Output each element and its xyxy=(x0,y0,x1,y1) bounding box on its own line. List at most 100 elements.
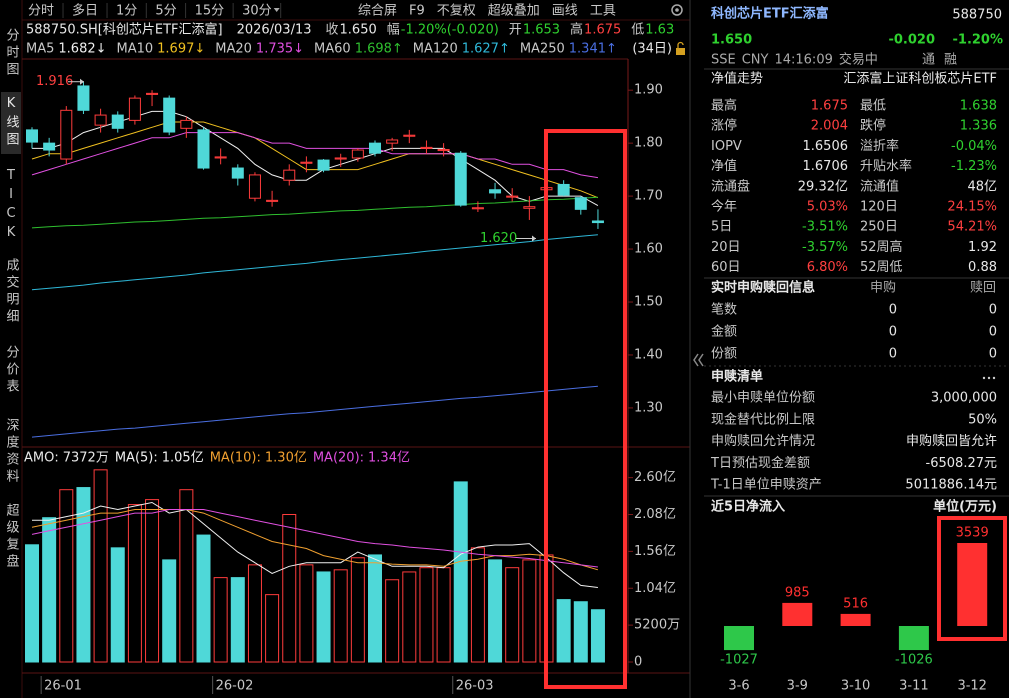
meta-info: 交易中 xyxy=(839,52,878,68)
y-tick-label: 2.08亿 xyxy=(634,507,676,522)
candle-body xyxy=(420,146,433,149)
volume-bar xyxy=(556,599,571,663)
sidebar-active xyxy=(1,92,21,154)
volume-bar xyxy=(316,571,331,663)
more-dot[interactable] xyxy=(982,376,986,380)
quote-label: 涨停 xyxy=(711,118,737,134)
collapse-icon[interactable] xyxy=(693,353,699,367)
row-value: 0 xyxy=(989,325,997,340)
row-value: 0 xyxy=(889,325,897,340)
quote-label: 5日 xyxy=(711,220,732,235)
quote-label: 流通值 xyxy=(860,178,899,194)
candle-body xyxy=(283,169,296,181)
volume-bar xyxy=(436,567,451,663)
quote-label: 净值 xyxy=(711,158,737,174)
candle-body xyxy=(231,167,244,179)
settings-icon[interactable] xyxy=(671,4,683,16)
data-label: -1026 xyxy=(895,653,933,668)
row-label: T日预估现金差额 xyxy=(710,455,810,471)
candle-body xyxy=(146,92,159,95)
field-value: 1.63 xyxy=(645,23,674,38)
volume-bar xyxy=(127,504,142,663)
candle-body xyxy=(26,129,38,143)
badge: 通 xyxy=(922,53,935,68)
field-label: 幅 xyxy=(387,23,400,38)
y-tick-label: 0 xyxy=(634,655,642,670)
y-tick-label: 5200万 xyxy=(634,618,680,633)
toolbar-tab[interactable]: 30分 xyxy=(242,4,272,19)
candle-body xyxy=(180,119,193,129)
sidebar-tab[interactable]: 分价表 xyxy=(4,345,20,396)
x-tick-label: 26-01 xyxy=(44,679,82,694)
field-label: 低 xyxy=(631,23,644,38)
lock-body xyxy=(676,48,685,55)
row-value: 5011886.14元 xyxy=(905,478,997,493)
volume-bar xyxy=(419,567,434,663)
sidebar-tab[interactable]: TICK xyxy=(4,168,19,244)
data-label: 3539 xyxy=(956,526,989,541)
sidebar-tab[interactable]: 成交明细 xyxy=(4,258,20,326)
ma-line xyxy=(31,385,598,438)
toolbar-tool[interactable]: 画线 xyxy=(552,4,578,19)
volume-bar xyxy=(110,547,125,663)
ma-line xyxy=(31,234,598,291)
volume-bar xyxy=(162,559,177,663)
volume-bar xyxy=(59,489,74,663)
legend-separator: : xyxy=(54,451,58,466)
y-tick-label: 1.30 xyxy=(634,400,663,415)
quote-value: 0.88 xyxy=(968,260,997,275)
volume-bar xyxy=(196,534,211,663)
candle-body xyxy=(214,156,227,159)
quote-label: 最低 xyxy=(860,99,886,114)
quote-label: 升贴水率 xyxy=(860,158,912,174)
toolbar-tab[interactable]: 分时 xyxy=(28,4,54,19)
ma-line xyxy=(31,196,598,229)
quote-label: IOPV xyxy=(711,139,742,154)
meta-info: CNY xyxy=(742,53,769,68)
quote-label: 今年 xyxy=(711,199,737,215)
toolbar-tool[interactable]: 工具 xyxy=(590,4,616,19)
arrow-head xyxy=(532,235,536,242)
toolbar-tab[interactable]: 多日 xyxy=(72,3,98,19)
legend-name: MA60 xyxy=(314,42,351,57)
quote-value: 2.004 xyxy=(811,119,848,134)
nav-label[interactable]: 净值走势 xyxy=(711,71,763,87)
y-tick-label: 2.60亿 xyxy=(634,470,676,485)
toolbar-tool[interactable]: 不复权 xyxy=(437,3,476,19)
unit-label: 单位(万元) xyxy=(933,499,997,515)
toolbar-tool[interactable]: F9 xyxy=(409,4,425,19)
volume-bar xyxy=(93,469,108,663)
row-label: 笔数 xyxy=(711,302,737,318)
candle-body xyxy=(43,142,56,151)
more-dot[interactable] xyxy=(992,376,996,380)
sidebar-tab[interactable]: K线图 xyxy=(4,96,20,149)
sidebar-tab[interactable]: 分时图 xyxy=(4,28,20,79)
ma-line xyxy=(31,121,599,199)
candle-body xyxy=(128,97,141,121)
gear[interactable] xyxy=(671,4,683,16)
flow-bar xyxy=(724,626,754,651)
collapse-icon[interactable] xyxy=(698,353,704,367)
toolbar-tool[interactable]: 超级叠加 xyxy=(488,4,540,19)
volume-bar xyxy=(299,564,314,663)
volume-bar xyxy=(247,564,262,663)
gear-hub xyxy=(675,8,679,12)
volume-bar xyxy=(213,577,228,663)
legend-value: 1.735↓ xyxy=(256,42,304,57)
toolbar-tool[interactable]: 综合屏 xyxy=(358,4,397,19)
lock-icon[interactable] xyxy=(676,41,685,56)
toolbar-tab[interactable]: 1分 xyxy=(116,4,137,19)
legend-value: 1.697↓ xyxy=(157,42,205,57)
candle-body xyxy=(403,134,416,137)
row-label: 最小申赎单位份额 xyxy=(711,391,815,406)
more-dot[interactable] xyxy=(987,376,991,380)
sidebar-tab[interactable]: 深度资料 xyxy=(4,418,20,486)
field-label: 开 xyxy=(509,23,522,38)
nav-value: 汇添富上证科创板芯片ETF xyxy=(843,71,997,87)
security-title: 科创芯片ETF汇添富 xyxy=(711,6,829,22)
toolbar-tab[interactable]: 15分 xyxy=(195,4,225,19)
sidebar-tab[interactable]: 超级复盘 xyxy=(4,503,20,571)
toolbar-tab[interactable]: 5分 xyxy=(155,4,176,19)
field-value: 1.675 xyxy=(584,23,621,38)
